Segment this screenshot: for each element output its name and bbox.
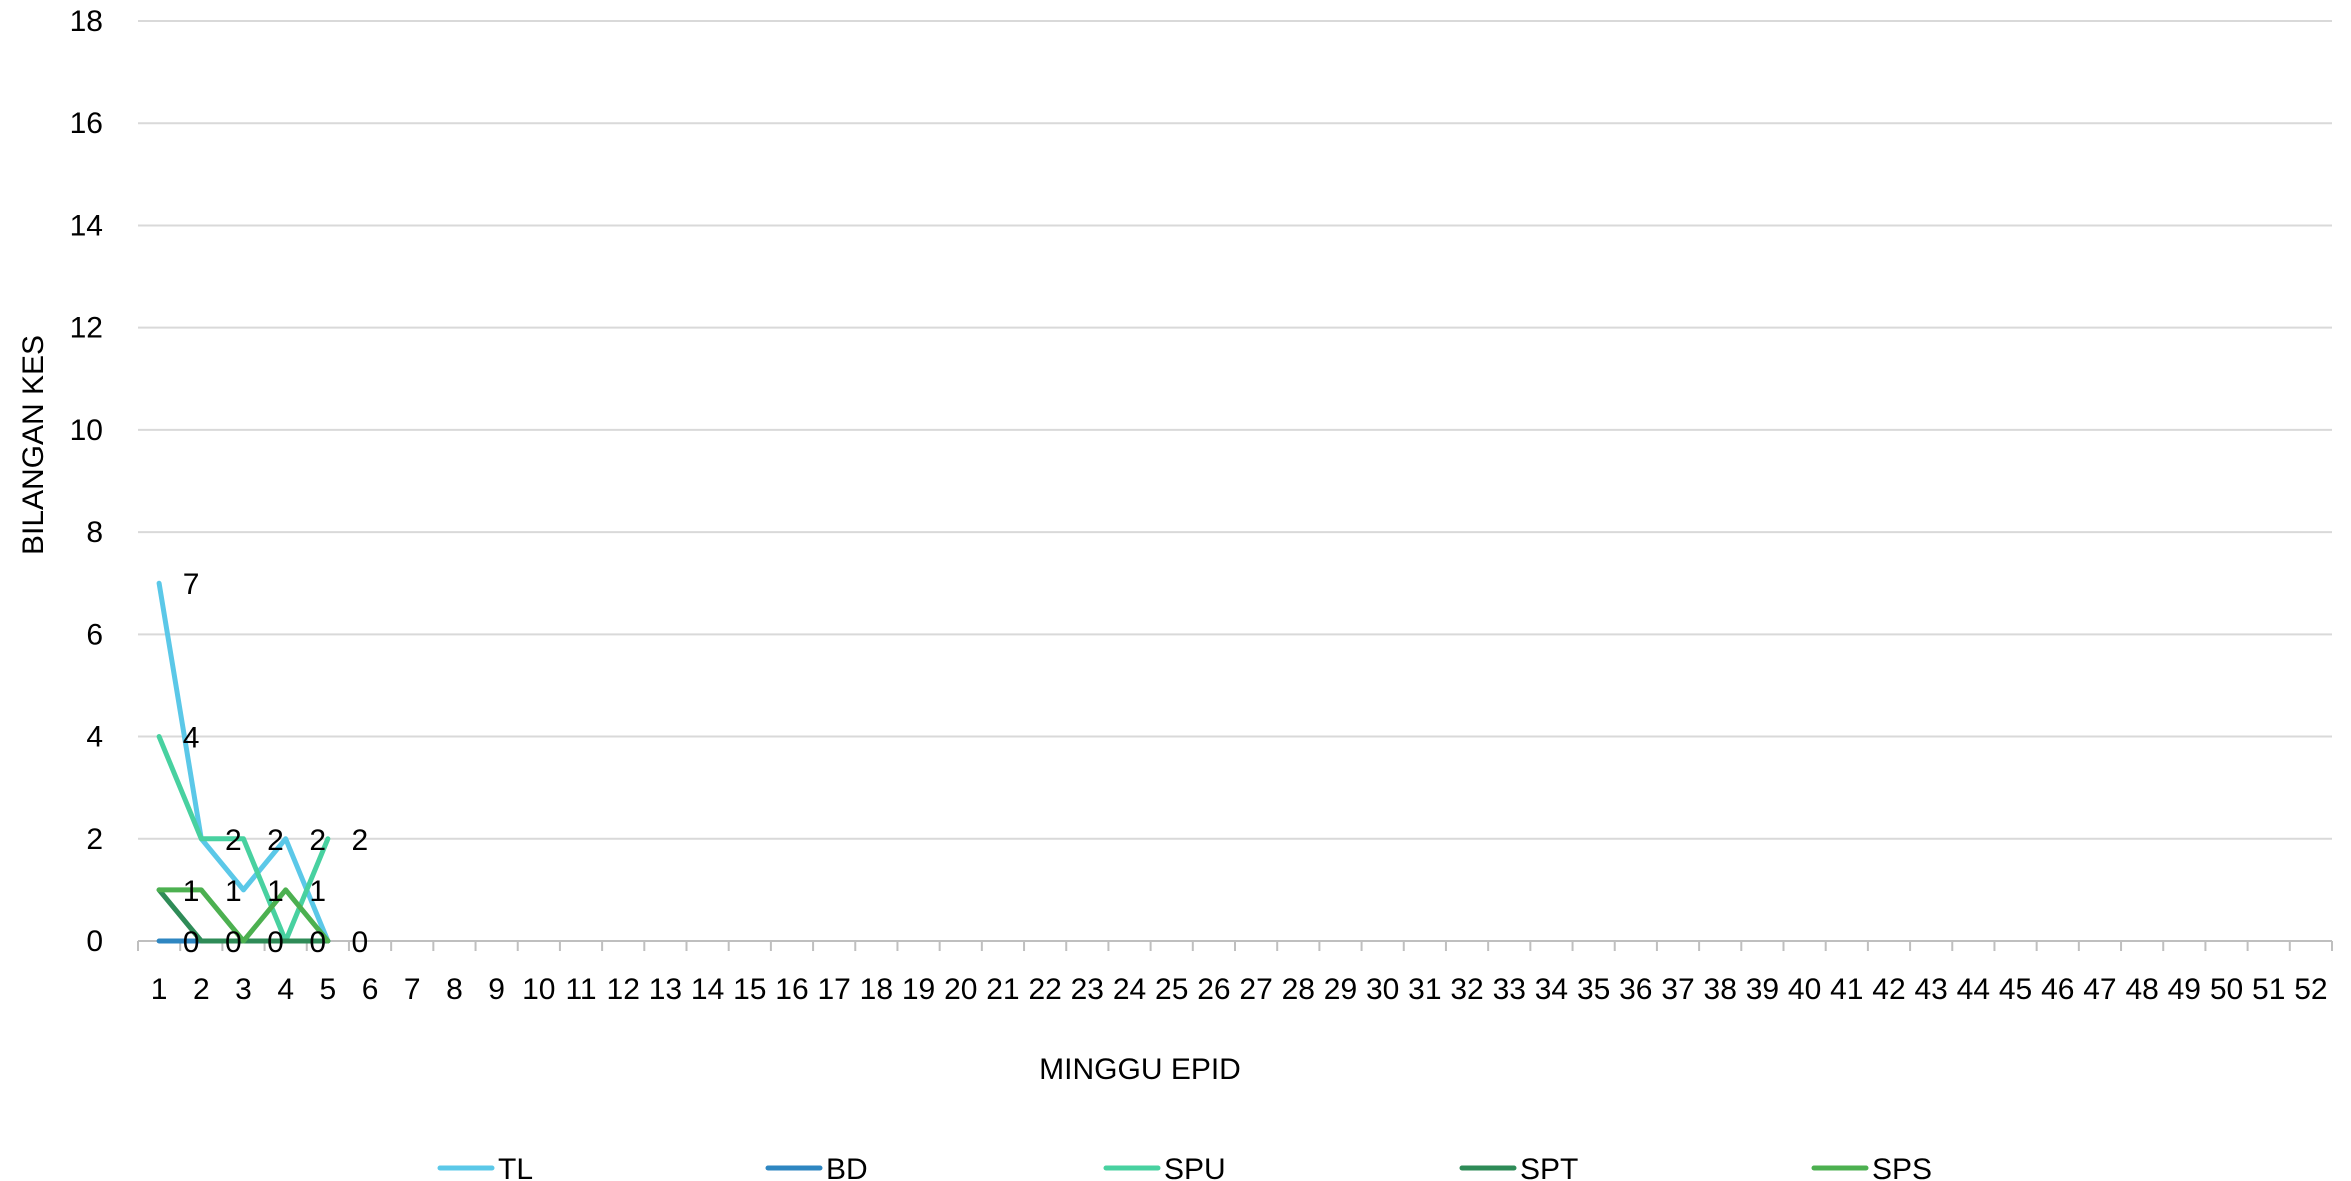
- y-tick-label: 18: [70, 5, 103, 38]
- series-line-tl: [156, 580, 331, 944]
- x-tick-label: 9: [488, 973, 505, 1006]
- data-label: 4: [183, 722, 200, 755]
- data-label: 0: [225, 926, 242, 959]
- x-tick-label: 39: [1746, 973, 1779, 1006]
- x-tick-label: 47: [2083, 973, 2116, 1006]
- x-tick-label: 52: [2294, 973, 2327, 1006]
- data-label: 1: [309, 875, 326, 908]
- data-label: 0: [183, 926, 200, 959]
- x-tick-label: 27: [1239, 973, 1272, 1006]
- x-tick-label: 20: [944, 973, 977, 1006]
- x-tick-label: 5: [320, 973, 337, 1006]
- legend: TL BD SPU SPT SPS: [437, 1153, 1932, 1181]
- x-tick-label: 13: [649, 973, 682, 1006]
- x-tick-label: 22: [1028, 973, 1061, 1006]
- data-label: 7: [183, 568, 200, 601]
- x-tick-label: 32: [1450, 973, 1483, 1006]
- x-tick-label: 4: [277, 973, 294, 1006]
- x-tick-label: 2: [193, 973, 210, 1006]
- x-tick-label: 18: [860, 973, 893, 1006]
- data-label: 1: [183, 875, 200, 908]
- data-label: 1: [267, 875, 284, 908]
- y-axis: 0 2 4 6 8 10 12 14 16 18: [70, 5, 103, 958]
- x-tick-label: 24: [1113, 973, 1146, 1006]
- grid-lines: [138, 20, 2332, 942]
- y-tick-label: 2: [86, 823, 103, 856]
- data-label: 2: [225, 824, 242, 857]
- data-label: 2: [352, 824, 369, 857]
- x-tick-label: 51: [2252, 973, 2285, 1006]
- data-label: 2: [309, 824, 326, 857]
- y-tick-label: 4: [86, 721, 103, 754]
- y-tick-label: 16: [70, 107, 103, 140]
- x-tick-label: 16: [775, 973, 808, 1006]
- x-tick-label: 23: [1071, 973, 1104, 1006]
- x-tick-label: 45: [1999, 973, 2032, 1006]
- x-tick-label: 36: [1619, 973, 1652, 1006]
- legend-label-spu: SPU: [1164, 1153, 1226, 1181]
- legend-label-spt: SPT: [1520, 1153, 1578, 1181]
- x-axis-title: MINGGU EPID: [1039, 1053, 1241, 1086]
- data-label: 0: [267, 926, 284, 959]
- legend-label-bd: BD: [826, 1153, 868, 1181]
- legend-label-tl: TL: [498, 1153, 533, 1181]
- x-tick-label: 1: [151, 973, 168, 1006]
- x-tick-label: 41: [1830, 973, 1863, 1006]
- x-tick-label: 10: [522, 973, 555, 1006]
- x-tick-label: 35: [1577, 973, 1610, 1006]
- y-axis-title: BILANGAN KES: [17, 335, 50, 555]
- data-label: 0: [352, 926, 369, 959]
- series-line-sps: [156, 887, 331, 944]
- x-tick-label: 48: [2125, 973, 2158, 1006]
- y-tick-label: 12: [70, 312, 103, 345]
- x-tick-label: 15: [733, 973, 766, 1006]
- y-tick-label: 14: [70, 209, 103, 242]
- x-tick-label: 44: [1957, 973, 1990, 1006]
- data-label: 0: [309, 926, 326, 959]
- x-tick-label: 25: [1155, 973, 1188, 1006]
- x-tick-label: 3: [235, 973, 252, 1006]
- x-tick-label: 34: [1535, 973, 1568, 1006]
- x-tick-label: 14: [691, 973, 724, 1006]
- data-label: 1: [225, 875, 242, 908]
- x-tick-label: 33: [1493, 973, 1526, 1006]
- x-tick-label: 42: [1872, 973, 1905, 1006]
- x-tick-label: 40: [1788, 973, 1821, 1006]
- x-tick-label: 28: [1282, 973, 1315, 1006]
- x-tick-label: 31: [1408, 973, 1441, 1006]
- x-tick-label: 49: [2168, 973, 2201, 1006]
- y-tick-label: 6: [86, 618, 103, 651]
- x-tick-label: 21: [986, 973, 1019, 1006]
- data-label: 2: [267, 824, 284, 857]
- x-tick-label: 7: [404, 973, 421, 1006]
- y-tick-label: 0: [86, 925, 103, 958]
- y-tick-label: 8: [86, 516, 103, 549]
- y-tick-label: 10: [70, 414, 103, 447]
- x-tick-label: 19: [902, 973, 935, 1006]
- x-tick-label: 30: [1366, 973, 1399, 1006]
- x-tick-label: 11: [565, 973, 596, 1006]
- x-tick-label: 50: [2210, 973, 2243, 1006]
- x-tick-label: 26: [1197, 973, 1230, 1006]
- legend-label-sps: SPS: [1872, 1153, 1932, 1181]
- x-tick-label: 38: [1704, 973, 1737, 1006]
- series-lines: [156, 580, 331, 944]
- x-tick-label: 17: [817, 973, 850, 1006]
- x-axis: 1 2 3 4 5 6 7 8 9 10 11 12 13 14 15 16 17 18 19 20 21 22 23 24 2…: [137, 940, 2333, 1006]
- x-tick-label: 43: [1914, 973, 1947, 1006]
- x-tick-label: 8: [446, 973, 463, 1006]
- x-tick-label: 12: [607, 973, 640, 1006]
- x-tick-label: 37: [1661, 973, 1694, 1006]
- x-tick-label: 46: [2041, 973, 2074, 1006]
- x-tick-label: 29: [1324, 973, 1357, 1006]
- x-tick-label: 6: [362, 973, 379, 1006]
